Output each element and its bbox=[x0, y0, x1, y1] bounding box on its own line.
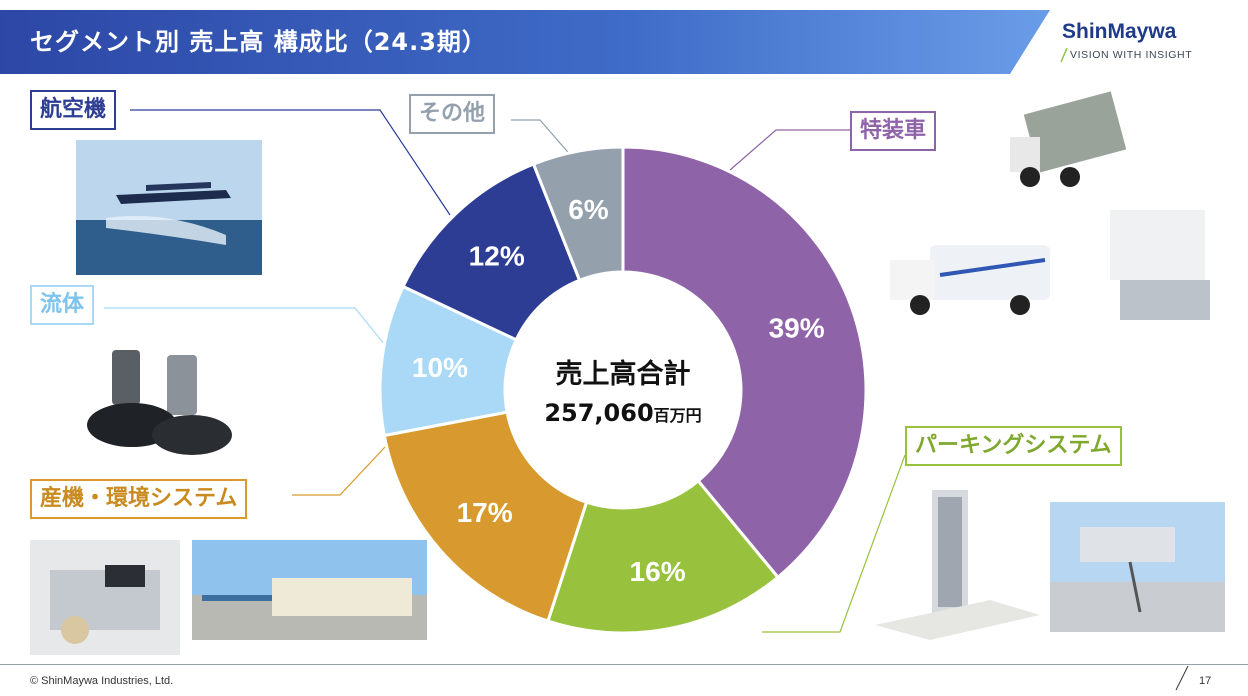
leader-line-koukuuki bbox=[130, 109, 451, 216]
header-bar bbox=[0, 10, 1050, 74]
footer-slash-icon bbox=[1175, 665, 1189, 691]
slice-percent-label: 39% bbox=[769, 313, 825, 344]
photo-environment-facility bbox=[192, 540, 427, 640]
logo-slash-icon bbox=[1060, 47, 1068, 63]
logo-tagline: VISION WITH INSIGHT bbox=[1070, 49, 1193, 61]
slice-percent-label: 16% bbox=[630, 556, 686, 587]
segment-label-ryutai: 流体 bbox=[30, 285, 95, 325]
slice-percent-label: 10% bbox=[412, 352, 468, 383]
leader-lines bbox=[104, 109, 906, 633]
photo-parking-tower bbox=[870, 485, 1045, 640]
slice-labels: 39% 16% 17% 10% 12% 6% bbox=[412, 194, 825, 587]
segment-label-parking: パーキングシステム bbox=[905, 426, 1122, 466]
slice-percent-label: 12% bbox=[469, 241, 525, 272]
center-label: 売上高合計 bbox=[556, 358, 691, 390]
footer-divider bbox=[0, 664, 1248, 665]
photo-amphibian-aircraft bbox=[76, 140, 262, 275]
photo-boarding-bridge bbox=[1050, 502, 1225, 632]
segment-label-sonota: その他 bbox=[409, 94, 496, 134]
donut-hole bbox=[505, 272, 741, 508]
copyright: © ShinMaywa Industries, Ltd. bbox=[30, 675, 174, 687]
slice-percent-label: 17% bbox=[457, 497, 513, 528]
photo-pumps bbox=[72, 340, 247, 460]
page-number: 17 bbox=[1199, 675, 1212, 687]
segment-label-koukuuki: 航空機 bbox=[30, 90, 117, 130]
company-logo: ShinMaywa VISION WITH INSIGHT bbox=[1060, 20, 1222, 70]
leader-line-sonota bbox=[511, 119, 574, 159]
center-value: 257,060 bbox=[544, 399, 653, 427]
photo-garbage-truck bbox=[880, 230, 1060, 320]
donut-slice bbox=[621, 145, 868, 580]
segment-label-tokusousha: 特装車 bbox=[850, 111, 937, 151]
page-title: セグメント別 売上高 構成比（24.3期） bbox=[30, 28, 487, 56]
segment-label-sanki: 産機・環境システム bbox=[30, 479, 248, 519]
photo-industrial-machine bbox=[30, 540, 180, 655]
center-total: 257,060百万円 bbox=[544, 399, 701, 427]
photo-dump-truck bbox=[1000, 82, 1135, 200]
leader-line-tokusousha bbox=[729, 129, 850, 171]
leader-line-ryutai bbox=[104, 307, 386, 346]
photo-tail-lift bbox=[1090, 210, 1220, 328]
center-unit: 百万円 bbox=[654, 406, 702, 425]
donut-slices bbox=[378, 145, 868, 635]
logo-name: ShinMaywa bbox=[1062, 20, 1177, 43]
slice-percent-label: 6% bbox=[568, 194, 609, 225]
leader-line-parking bbox=[762, 454, 906, 633]
leader-line-sanki bbox=[292, 446, 386, 496]
